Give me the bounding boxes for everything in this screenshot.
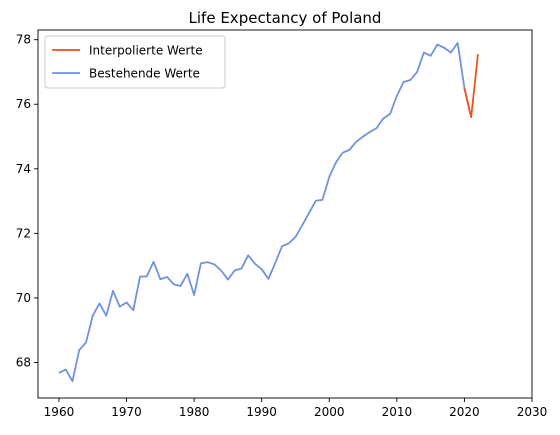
y-tick-label: 72 [16,226,31,240]
legend: Interpolierte Werte Bestehende Werte [44,35,226,89]
x-tick-label: 2020 [449,405,480,419]
chart-title: Life Expectancy of Poland [189,9,382,27]
series-line-existing [58,42,473,383]
x-tick-label: 1960 [44,405,75,419]
x-axis: 1960 1970 1980 1990 2000 2010 2020 2030 [44,398,548,419]
x-tick-label: 2030 [517,405,548,419]
y-tick-label: 74 [16,162,31,176]
legend-label-interpolated: Interpolierte Werte [89,44,203,58]
x-tick-label: 2000 [314,405,345,419]
x-tick-label: 1980 [179,405,210,419]
legend-box [44,35,226,89]
y-axis: 68 70 72 74 76 78 [16,33,38,369]
series-line-interpolated [463,54,479,119]
x-tick-label: 1970 [111,405,142,419]
x-tick-label: 1990 [246,405,277,419]
y-tick-label: 68 [16,355,31,369]
plot-frame [37,29,533,399]
x-tick-label: 2010 [382,405,413,419]
y-tick-label: 76 [16,97,31,111]
y-tick-label: 70 [16,291,31,305]
y-tick-label: 78 [16,33,31,47]
legend-label-existing: Bestehende Werte [89,67,200,81]
plot-lines [58,42,479,383]
